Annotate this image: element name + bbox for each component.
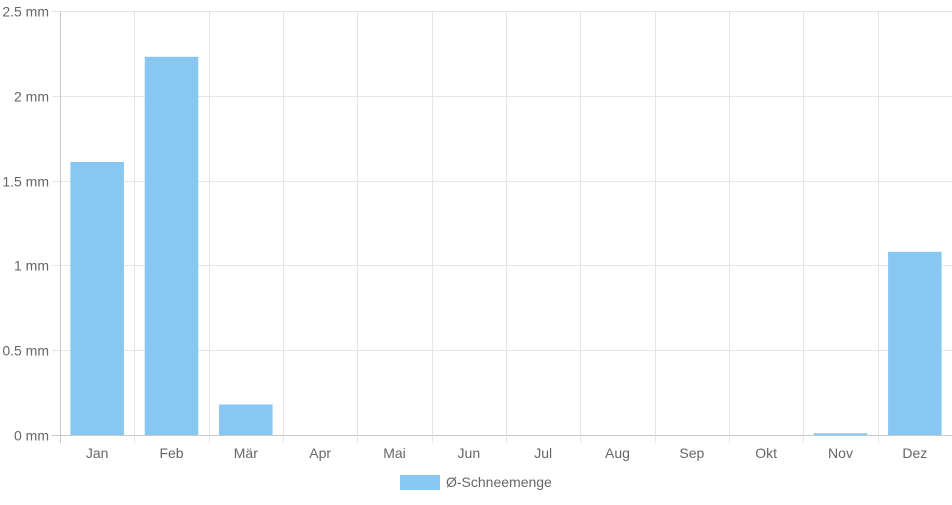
x-tick-label: Aug xyxy=(605,445,630,461)
x-tick-label: Jan xyxy=(86,445,109,461)
x-tick-label: Nov xyxy=(828,445,853,461)
x-tick-label: Mär xyxy=(234,445,258,461)
bar-nov xyxy=(813,433,868,435)
bar-dez xyxy=(888,251,942,435)
y-tick-label: 0 mm xyxy=(14,428,49,444)
x-tick-label: Mai xyxy=(383,445,406,461)
x-tick-label: Dez xyxy=(902,445,927,461)
grid-layer xyxy=(52,11,952,443)
x-tick-label: Sep xyxy=(679,445,704,461)
y-tick-label: 0.5 mm xyxy=(2,343,49,359)
x-tick-label: Okt xyxy=(755,445,777,461)
y-tick-label: 2 mm xyxy=(14,89,49,105)
legend-label: Ø-Schneemenge xyxy=(446,474,552,490)
y-tick-label: 2.5 mm xyxy=(2,4,49,20)
y-tick-label: 1.5 mm xyxy=(2,174,49,190)
bar-layer xyxy=(70,56,942,435)
bar-mär xyxy=(219,404,273,435)
bar-jan xyxy=(70,161,124,435)
x-tick-label: Jul xyxy=(534,445,552,461)
axis-layer: 0 mm 0.5 mm 1 mm 1.5 mm 2 mm 2.5 mm Jan Feb Mär A… xyxy=(2,4,927,462)
legend[interactable]: Ø-Schneemenge xyxy=(400,474,552,490)
x-tick-label: Apr xyxy=(309,445,331,461)
legend-swatch xyxy=(400,475,440,490)
y-tick-label: 1 mm xyxy=(14,258,49,274)
x-tick-label: Feb xyxy=(159,445,183,461)
bar-feb xyxy=(144,56,199,435)
x-tick-label: Jun xyxy=(458,445,481,461)
